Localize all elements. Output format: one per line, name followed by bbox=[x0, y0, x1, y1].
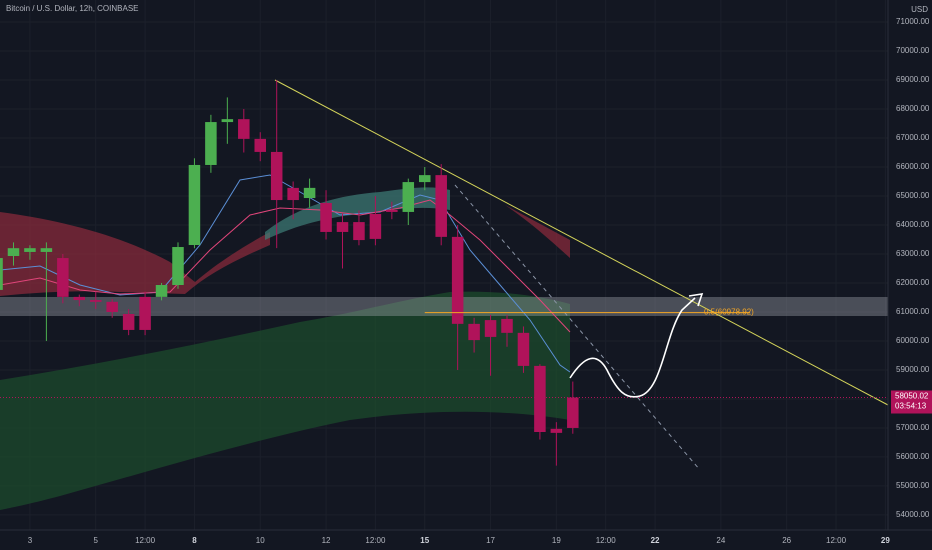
x-tick-label: 12:00 bbox=[135, 536, 156, 545]
candle-body bbox=[139, 296, 151, 330]
candle-body bbox=[303, 187, 316, 199]
y-tick-label: 64000.00 bbox=[896, 220, 930, 229]
x-tick-label: 12:00 bbox=[596, 536, 617, 545]
candle-body bbox=[7, 248, 20, 257]
y-tick-label: 61000.00 bbox=[896, 307, 930, 316]
x-tick-label: 17 bbox=[486, 536, 495, 545]
y-tick-label: 57000.00 bbox=[896, 423, 930, 432]
candle-body bbox=[517, 332, 530, 366]
forecast-arrow bbox=[569, 297, 696, 398]
green-cloud bbox=[0, 291, 570, 510]
candle-body bbox=[221, 119, 234, 123]
last-price-label: 58050.02 bbox=[895, 392, 929, 401]
price-badge bbox=[891, 390, 932, 414]
x-tick-label: 3 bbox=[28, 536, 33, 545]
candle-body bbox=[534, 365, 546, 433]
candle-body bbox=[418, 175, 431, 183]
x-tick-label: 10 bbox=[256, 536, 265, 545]
candle-body bbox=[501, 318, 513, 333]
moving-average bbox=[0, 199, 571, 333]
y-tick-label: 65000.00 bbox=[896, 191, 930, 200]
candle-body bbox=[238, 119, 250, 139]
x-tick-label: 19 bbox=[552, 536, 561, 545]
candles: 0.5(60978.92) bbox=[0, 80, 888, 466]
projection-line bbox=[454, 184, 701, 471]
y-tick-label: 67000.00 bbox=[896, 133, 930, 142]
candle-body bbox=[172, 247, 184, 286]
axis-title: USD bbox=[911, 5, 928, 14]
candle-body bbox=[451, 236, 464, 324]
candle-body bbox=[155, 285, 168, 297]
y-tick-label: 56000.00 bbox=[896, 452, 930, 461]
x-tick-label: 5 bbox=[94, 536, 99, 545]
candle-body bbox=[320, 202, 332, 232]
x-tick-label: 12:00 bbox=[365, 536, 386, 545]
axes: 54000.0055000.0056000.0057000.0058000.00… bbox=[28, 17, 932, 545]
candle-body bbox=[270, 151, 283, 201]
y-tick-label: 60000.00 bbox=[896, 336, 930, 345]
x-tick-label: 22 bbox=[651, 536, 660, 545]
candle-body bbox=[353, 222, 365, 241]
candle-body bbox=[484, 320, 497, 337]
y-tick-label: 62000.00 bbox=[896, 278, 930, 287]
candle-body bbox=[205, 122, 217, 165]
candle-body bbox=[336, 222, 349, 232]
candle-body bbox=[73, 296, 86, 301]
candle-body bbox=[567, 397, 579, 428]
x-tick-label: 29 bbox=[881, 536, 890, 545]
candle-body bbox=[550, 428, 563, 433]
candle-body bbox=[386, 209, 398, 212]
candle-body bbox=[402, 182, 415, 212]
candle-body bbox=[57, 258, 69, 297]
candle-body bbox=[0, 258, 3, 290]
candle-body bbox=[40, 248, 53, 252]
x-tick-label: 8 bbox=[192, 536, 197, 545]
candle-body bbox=[89, 300, 102, 302]
x-tick-label: 12:00 bbox=[826, 536, 847, 545]
candle-body bbox=[369, 213, 382, 239]
candle-body bbox=[106, 301, 118, 312]
candle-body bbox=[468, 323, 480, 341]
y-tick-label: 54000.00 bbox=[896, 510, 930, 519]
support-zone bbox=[0, 297, 888, 316]
y-tick-label: 69000.00 bbox=[896, 75, 930, 84]
y-tick-label: 68000.00 bbox=[896, 104, 930, 113]
candle-body bbox=[254, 138, 267, 152]
x-tick-label: 24 bbox=[716, 536, 725, 545]
candle-body bbox=[122, 313, 135, 330]
countdown: 03:54:13 bbox=[895, 402, 927, 411]
chart-title: Bitcoin / U.S. Dollar, 12h, COINBASE bbox=[6, 4, 139, 13]
y-tick-label: 71000.00 bbox=[896, 17, 930, 26]
fib-label: 0.5(60978.92) bbox=[704, 308, 754, 317]
x-tick-label: 26 bbox=[782, 536, 791, 545]
y-tick-label: 55000.00 bbox=[896, 481, 930, 490]
candle-body bbox=[287, 187, 299, 201]
x-tick-label: 12 bbox=[322, 536, 331, 545]
candle-body bbox=[188, 164, 201, 245]
x-tick-label: 15 bbox=[420, 536, 429, 545]
y-tick-label: 63000.00 bbox=[896, 249, 930, 258]
candle-body bbox=[24, 248, 36, 252]
arrow-head bbox=[688, 293, 704, 307]
trend-line bbox=[274, 79, 889, 406]
candle-body bbox=[435, 175, 447, 237]
price-axis bbox=[888, 0, 932, 550]
y-tick-label: 59000.00 bbox=[896, 365, 930, 374]
y-tick-label: 70000.00 bbox=[896, 46, 930, 55]
y-tick-label: 66000.00 bbox=[896, 162, 930, 171]
